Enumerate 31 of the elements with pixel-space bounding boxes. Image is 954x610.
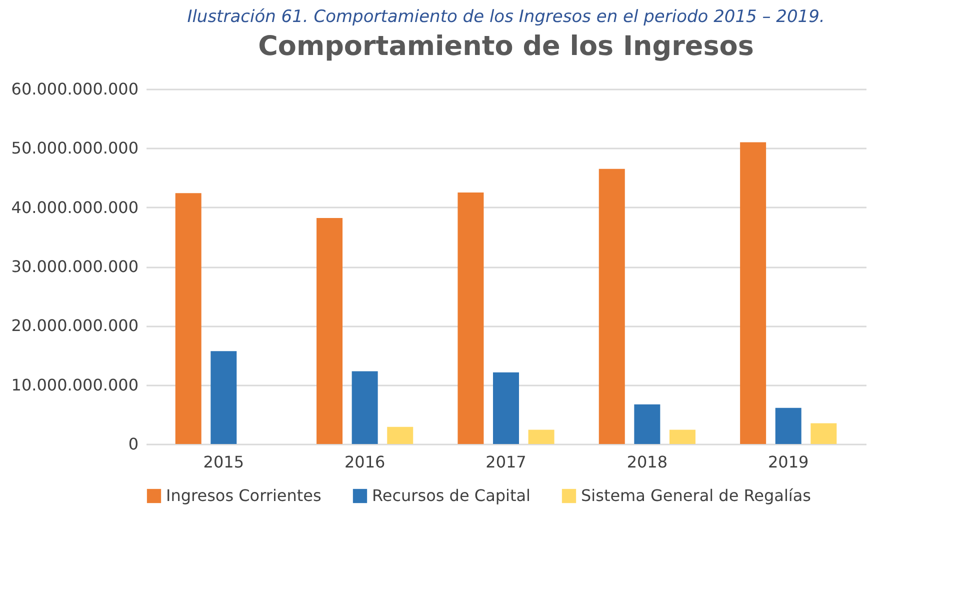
y-tick-label: 0 (128, 434, 138, 454)
legend-label: Recursos de Capital (372, 486, 530, 505)
bar (528, 430, 554, 444)
y-tick-label: 30.000.000.000 (11, 257, 138, 276)
bar (458, 192, 484, 444)
bar (210, 351, 237, 444)
bar (352, 371, 378, 444)
bar (493, 372, 519, 444)
x-tick-label: 2015 (203, 452, 244, 472)
bar (634, 404, 660, 444)
chart-title: Comportamiento de los Ingresos (258, 31, 754, 62)
y-tick-label: 10.000.000.000 (11, 375, 138, 394)
bar (740, 142, 766, 444)
legend-label: Ingresos Corrientes (166, 486, 322, 505)
y-tick-label: 40.000.000.000 (11, 198, 138, 217)
y-tick-label: 20.000.000.000 (11, 316, 138, 336)
y-tick-label: 60.000.000.000 (11, 80, 138, 98)
text: Ilustración 61. Comportamiento de los Ingresos en el periodo 2015 – 2019. (187, 7, 825, 27)
bar (316, 218, 343, 444)
bar (598, 168, 625, 444)
bar (810, 423, 837, 444)
y-tick-label: 50.000.000.000 (11, 138, 138, 158)
x-tick-label: 2019 (768, 452, 809, 472)
legend-label: Sistema General de Regalías (581, 486, 811, 505)
bar (669, 430, 696, 444)
bar (775, 408, 802, 444)
bar (387, 426, 414, 444)
x-tick-label: 2016 (344, 452, 386, 472)
bar (175, 193, 202, 444)
x-tick-label: 2017 (486, 452, 526, 472)
x-tick-label: 2018 (626, 452, 668, 472)
